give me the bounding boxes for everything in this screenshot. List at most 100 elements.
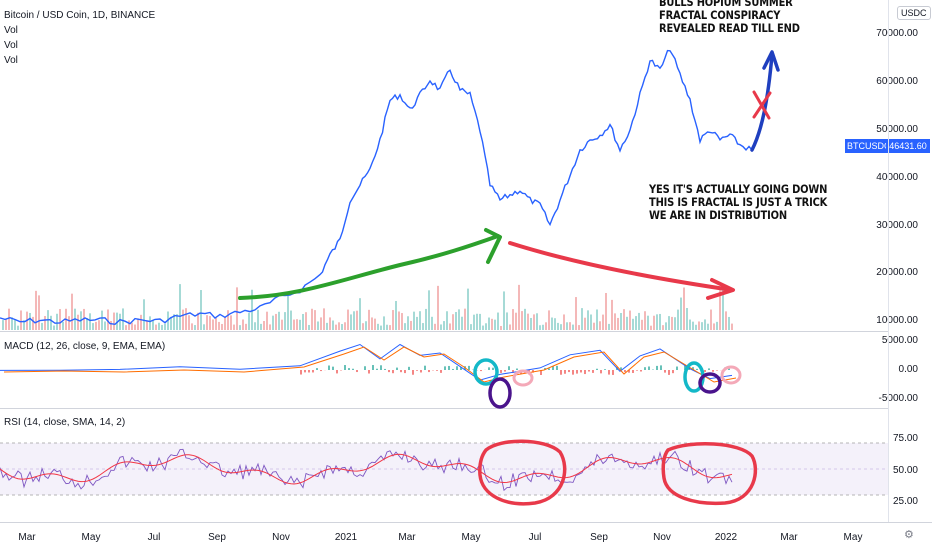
macd-label[interactable]: MACD (12, 26, close, 9, EMA, EMA)	[4, 341, 166, 352]
macd-histogram-bar	[396, 367, 398, 370]
macd-histogram-bar	[588, 370, 590, 372]
macd-histogram-bar	[456, 366, 458, 370]
volume-bar	[236, 287, 238, 330]
volume-bar	[185, 308, 187, 330]
volume-bar	[20, 310, 22, 330]
volume-bar	[431, 316, 433, 330]
volume-bar	[650, 325, 652, 330]
volume-bar	[578, 325, 580, 330]
volume-bar	[62, 321, 64, 330]
volume-bar	[713, 323, 715, 330]
volume-bar	[440, 324, 442, 330]
volume-bar	[374, 318, 376, 330]
macd-histogram-bar	[384, 368, 386, 370]
rsi-label[interactable]: RSI (14, close, SMA, 14, 2)	[4, 417, 126, 428]
macd-histogram-bar	[596, 368, 598, 370]
macd-histogram-bar	[444, 366, 446, 370]
volume-bar	[557, 322, 559, 330]
volume-bar	[227, 310, 229, 330]
volume-bar	[224, 316, 226, 330]
purple-circle-1	[488, 377, 512, 409]
top-note-line: REVEALED READ TILL END	[659, 21, 800, 35]
volume-bar	[488, 317, 490, 330]
volume-bar	[485, 323, 487, 330]
volume-legend-3[interactable]: Vol	[4, 55, 18, 66]
volume-bar	[338, 322, 340, 330]
macd-histogram-bar	[640, 370, 642, 372]
volume-bar	[122, 308, 124, 330]
volume-bar	[395, 300, 397, 330]
volume-bar	[392, 310, 394, 330]
macd-histogram-bar	[716, 370, 718, 371]
volume-bar	[128, 320, 130, 330]
volume-bar	[53, 325, 55, 330]
chart-canvas[interactable]	[0, 0, 888, 522]
volume-bar	[125, 325, 127, 330]
volume-bar	[656, 314, 658, 330]
volume-bar	[674, 317, 676, 330]
volume-bar	[272, 315, 274, 330]
macd-histogram-bar	[656, 365, 658, 370]
volume-bar	[512, 309, 514, 330]
settings-icon[interactable]: ⚙	[904, 529, 914, 541]
chart-title[interactable]: Bitcoin / USD Coin, 1D, BINANCE	[4, 10, 156, 21]
signal-line	[3, 346, 737, 383]
volume-bar	[716, 321, 718, 330]
volume-bar	[329, 317, 331, 330]
macd-histogram-bar	[624, 370, 626, 373]
volume-bar	[308, 324, 310, 330]
volume-bar	[350, 314, 352, 330]
volume-bar	[341, 324, 343, 330]
macd-histogram-bar	[468, 365, 470, 370]
volume-bar	[365, 321, 367, 330]
macd-histogram-bar	[504, 370, 506, 372]
volume-legend-1[interactable]: Vol	[4, 25, 18, 36]
rsi-circle-1	[478, 439, 567, 506]
volume-bar	[107, 309, 109, 330]
volume-bar	[83, 308, 85, 330]
macd-histogram-bar	[408, 366, 410, 370]
macd-histogram-bar	[544, 367, 546, 370]
volume-bar	[584, 317, 586, 330]
volume-bar	[179, 284, 181, 330]
volume-bar	[506, 312, 508, 330]
macd-histogram-bar	[480, 370, 482, 372]
price-tick: 40000.00	[876, 172, 918, 183]
volume-bar	[269, 324, 271, 330]
volume-bar	[278, 311, 280, 330]
red-arrow-head	[706, 278, 735, 300]
volume-bar	[467, 288, 469, 330]
volume-bar	[143, 299, 145, 330]
volume-bar	[386, 324, 388, 330]
volume-bar	[722, 289, 724, 330]
volume-bar	[710, 309, 712, 330]
volume-bar	[263, 321, 265, 330]
top-note-line: FRACTAL CONSPIRACY	[659, 8, 781, 22]
pink-circle-2	[720, 365, 742, 385]
volume-bar	[29, 312, 31, 330]
volume-bar	[530, 317, 532, 330]
volume-bar	[140, 314, 142, 330]
volume-bar	[611, 299, 613, 330]
volume-bar	[551, 317, 553, 330]
macd-histogram-bar	[440, 370, 442, 373]
cyan-circle-1	[473, 358, 499, 386]
volume-legend-2[interactable]: Vol	[4, 40, 18, 51]
rsi-tick: 25.00	[892, 496, 918, 507]
volume-bar	[644, 311, 646, 330]
volume-bar	[98, 320, 100, 330]
volume-bar	[131, 322, 133, 330]
volume-bar	[359, 298, 361, 330]
volume-bar	[614, 313, 616, 330]
price-tick: 70000.00	[876, 28, 918, 39]
volume-bar	[38, 295, 40, 330]
volume-bar	[203, 324, 205, 330]
macd-histogram-bar	[560, 370, 562, 375]
pane-divider[interactable]	[0, 331, 888, 332]
price-tick: 30000.00	[876, 220, 918, 231]
currency-badge[interactable]: USDC	[897, 6, 931, 20]
blue-arrow-head	[762, 50, 780, 72]
pane-divider[interactable]	[0, 408, 888, 409]
volume-bar	[266, 311, 268, 330]
volume-bar	[518, 284, 520, 330]
